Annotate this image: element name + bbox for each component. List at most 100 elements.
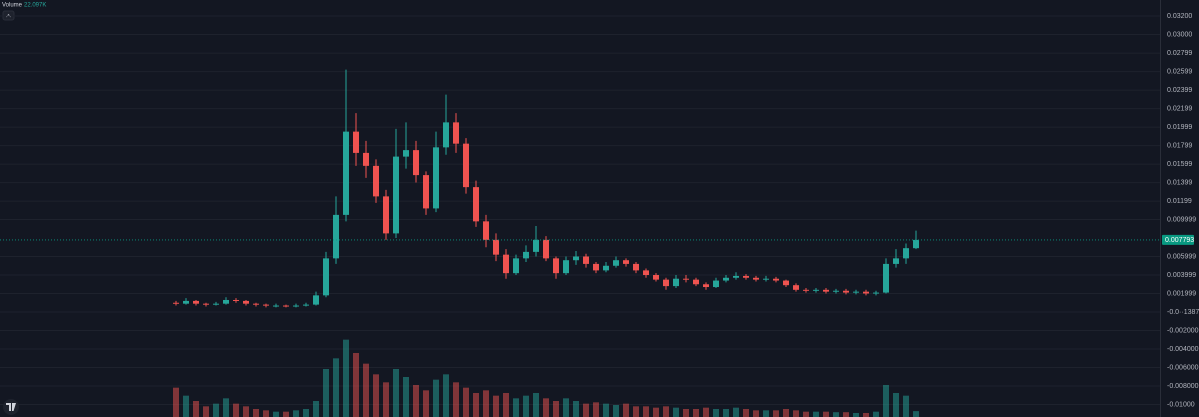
volume-bar — [173, 387, 179, 417]
logo-mark[interactable] — [6, 403, 16, 411]
volume-bar — [823, 411, 829, 417]
volume-bar — [713, 409, 719, 417]
candle-body — [743, 275, 749, 278]
candle-body — [333, 214, 339, 259]
candle-body — [243, 300, 249, 304]
candle-body — [753, 277, 759, 280]
candle-body — [413, 150, 419, 176]
candle-body — [773, 278, 779, 281]
volume-bar — [483, 390, 489, 417]
y-tick-label: 0.009999 — [1167, 216, 1196, 223]
candle-body — [793, 285, 799, 290]
candle-body — [343, 131, 349, 215]
volume-bar — [403, 377, 409, 417]
candle-body — [573, 256, 579, 261]
candle-body — [763, 278, 769, 280]
y-tick-label: 0.02599 — [1167, 68, 1192, 75]
volume-bar — [543, 398, 549, 417]
candle-body — [703, 284, 709, 288]
y-tick-label: -0.006000 — [1167, 364, 1199, 371]
candle-body — [563, 260, 569, 274]
indicator-value: 22.097K — [24, 3, 46, 9]
candle-body — [893, 258, 899, 264]
candle-body — [273, 305, 279, 307]
candle-body — [513, 258, 519, 274]
candle-body — [593, 263, 599, 271]
volume-bar — [913, 411, 919, 417]
candle-body — [213, 303, 219, 305]
y-tick-label: 0.01599 — [1167, 161, 1192, 168]
grid-layer — [0, 15, 1160, 406]
candle-body — [393, 156, 399, 234]
candle-body — [463, 143, 469, 188]
candle-body — [473, 187, 479, 222]
candle-body — [303, 304, 309, 306]
y-tick-label: 0.003999 — [1167, 272, 1196, 279]
volume-bar — [363, 363, 369, 417]
candle-body — [633, 263, 639, 271]
volume-bar — [203, 406, 209, 417]
candle-body — [643, 270, 649, 276]
candle-body — [543, 239, 549, 259]
volume-bar — [723, 409, 729, 417]
candle-body — [533, 239, 539, 252]
volume-bar — [683, 409, 689, 417]
volume-layer — [173, 339, 919, 417]
candle-body — [293, 305, 299, 307]
candle-body — [693, 279, 699, 285]
last-price-label: 0.007793 — [1165, 237, 1194, 244]
candle-body — [783, 280, 789, 286]
candle-body — [383, 196, 389, 234]
volume-bar — [853, 413, 859, 417]
volume-bar — [783, 409, 789, 417]
volume-bar — [773, 410, 779, 417]
volume-bar — [413, 385, 419, 417]
volume-bar — [453, 382, 459, 417]
volume-bar — [263, 410, 269, 417]
candle-body — [873, 292, 879, 294]
volume-bar — [333, 358, 339, 417]
candle-body — [363, 152, 369, 166]
volume-bar — [623, 403, 629, 417]
volume-bar — [383, 382, 389, 417]
volume-bar — [533, 393, 539, 417]
volume-bar — [283, 411, 289, 417]
y-tick-label: -0.01000 — [1167, 401, 1195, 408]
candle-body — [263, 304, 269, 306]
volume-bar — [313, 401, 319, 417]
candle-body — [613, 260, 619, 266]
y-tick-label: 0.02399 — [1167, 87, 1192, 94]
indicator-title: Volume — [2, 3, 23, 9]
candle-body — [853, 291, 859, 293]
y-tick-label: 0.001999 — [1167, 290, 1196, 297]
axis-layer: 0.03200 0.03000 0.02799 0.02599 0.02399 0.021… — [0, 13, 1199, 408]
y-tick-label: -0.004000 — [1167, 346, 1199, 353]
candle-body — [903, 248, 909, 259]
volume-bar — [893, 393, 899, 417]
candle-body — [233, 299, 239, 301]
volume-bar — [213, 403, 219, 417]
candle-body — [433, 147, 439, 209]
volume-bar — [803, 411, 809, 417]
volume-bar — [273, 411, 279, 417]
collapse-button[interactable] — [2, 10, 15, 21]
volume-bar — [693, 409, 699, 417]
volume-bar — [493, 395, 499, 417]
candle-body — [803, 289, 809, 291]
volume-bar — [653, 407, 659, 417]
candle-body — [253, 303, 259, 305]
candle-body — [443, 122, 449, 148]
y-tick-label: 0.01999 — [1167, 124, 1192, 131]
candle-layer — [173, 69, 919, 308]
logo[interactable] — [3, 399, 19, 415]
volume-bar — [793, 410, 799, 417]
candle-body — [223, 299, 229, 304]
y-tick-label: -0.0··1387 — [1167, 309, 1199, 316]
volume-bar — [583, 403, 589, 417]
collapse-box[interactable] — [2, 10, 15, 21]
volume-bar — [663, 406, 669, 417]
last-price-badge — [1162, 234, 1194, 245]
candle-body — [663, 279, 669, 287]
candle-body — [683, 278, 689, 280]
volume-bar — [883, 385, 889, 417]
